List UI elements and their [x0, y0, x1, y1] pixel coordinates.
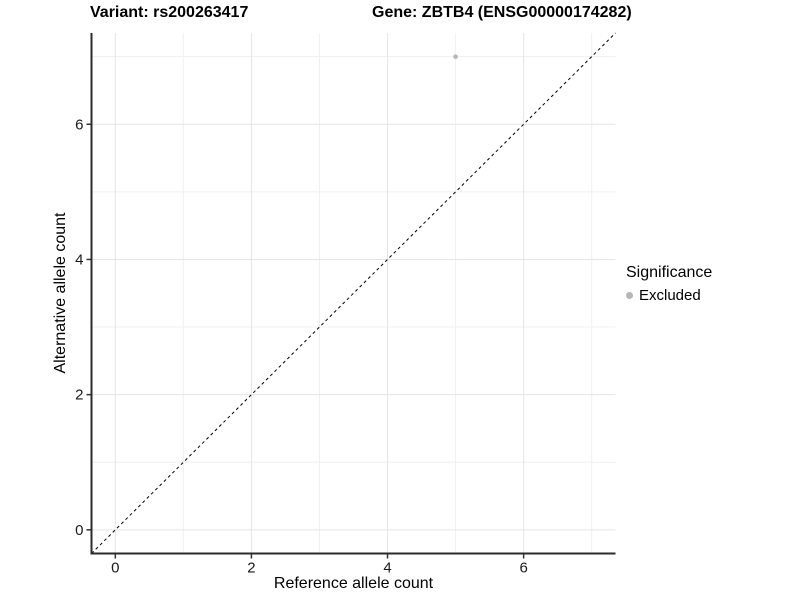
legend-title: Significance	[626, 264, 713, 281]
y-axis-label: Alternative allele count	[52, 212, 69, 374]
x-tick-label: 2	[247, 560, 255, 577]
identity-dashed-line	[91, 32, 616, 554]
data-point	[453, 54, 458, 59]
y-tick-label: 6	[75, 116, 83, 133]
x-tick-label: 6	[519, 560, 527, 577]
x-tick-label: 4	[383, 560, 391, 577]
y-tick-label: 4	[75, 251, 83, 268]
plot-title-gene: Gene: ZBTB4 (ENSG00000174282)	[372, 4, 632, 21]
y-tick-label: 2	[75, 387, 83, 404]
legend-point-icon	[626, 292, 633, 299]
legend-item-label: Excluded	[639, 287, 701, 304]
x-axis-label: Reference allele count	[273, 575, 434, 592]
x-tick-label: 0	[111, 560, 119, 577]
y-tick-label: 0	[75, 522, 83, 539]
legend: Significance Excluded	[626, 264, 712, 304]
plot-title-variant: Variant: rs200263417	[90, 4, 249, 21]
legend-item-excluded: Excluded	[626, 287, 712, 304]
